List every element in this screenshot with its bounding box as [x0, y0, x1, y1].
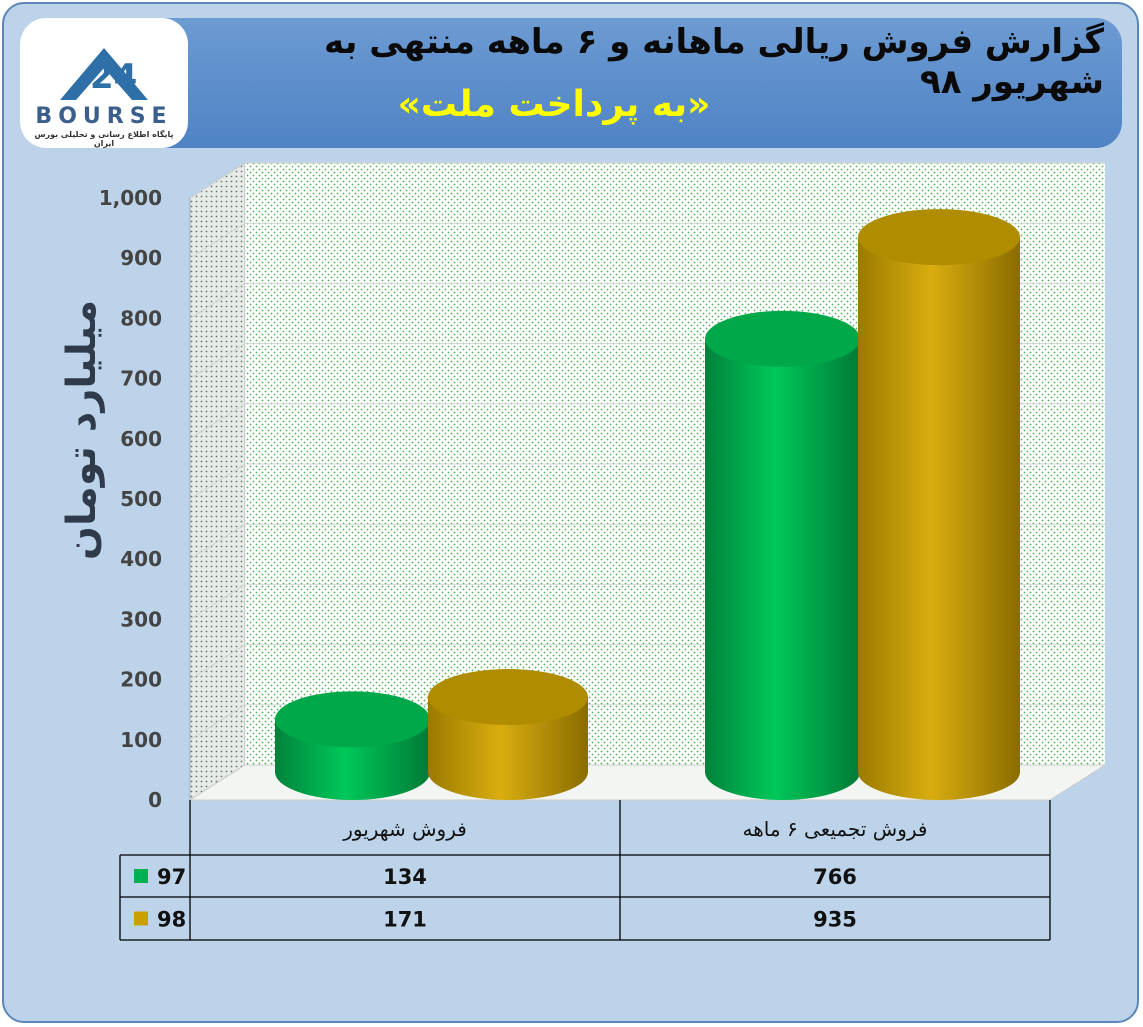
y-tick-label: 300 [120, 607, 162, 631]
gridline-side [189, 523, 246, 560]
gridline-side [189, 162, 246, 199]
x-tick-label: فروش شهریور [342, 817, 467, 841]
legend-label: 97 [157, 865, 186, 889]
y-tick-label: 100 [120, 728, 162, 752]
logo: 24 BOURSE پایگاه اطلاع رسانی و تحلیلی بو… [20, 18, 188, 148]
gridline-side [189, 343, 246, 380]
bar-body [858, 237, 1020, 800]
bars [275, 209, 1020, 801]
gridline-side [189, 222, 246, 259]
data-label: 935 [813, 908, 857, 932]
chart-title: گزارش فروش ریالی ماهانه و ۶ ماهه منتهی ب… [324, 22, 1104, 102]
data-label: 171 [383, 908, 427, 932]
y-tick-label: 900 [120, 246, 162, 270]
gridline-side [189, 403, 246, 440]
x-tick-label: فروش تجمیعی ۶ ماهه [743, 817, 928, 841]
y-tick-label: 800 [120, 306, 162, 330]
y-axis: 0 100 200 300 400 500 600 700 800 900 1,000 [99, 186, 162, 812]
bar [858, 209, 1020, 800]
bar-top [858, 209, 1020, 266]
bar [428, 669, 588, 800]
y-tick-label: 400 [120, 547, 162, 571]
data-label: 766 [813, 865, 857, 889]
bar-body [705, 338, 860, 801]
y-axis-label: میلیارد تومان [59, 300, 105, 560]
gridline-side [189, 583, 246, 620]
y-tick-label: 600 [120, 427, 162, 451]
y-tick-label: 0 [148, 788, 162, 812]
bar [705, 310, 860, 801]
legend-label: 98 [157, 908, 186, 932]
logo-subtext: پایگاه اطلاع رسانی و تحلیلی بورس ایران [34, 130, 174, 148]
gridline-side [189, 282, 246, 319]
gridline-side [189, 704, 246, 741]
data-table: فروش شهریور فروش تجمیعی ۶ ماهه 97 134 766 98 1… [119, 800, 1051, 941]
y-tick-label: 700 [120, 367, 162, 391]
gridline-side [189, 644, 246, 681]
y-tick-label: 500 [120, 487, 162, 511]
logo-number: 24 [90, 57, 137, 97]
y-tick-label: 1,000 [99, 186, 162, 210]
legend-swatch [134, 911, 148, 926]
logo-icon: 24 [60, 48, 148, 100]
bar-top [428, 669, 588, 726]
data-label: 134 [383, 865, 427, 889]
bar-top [705, 310, 860, 367]
chart-subtitle: «به پرداخت ملت» [397, 84, 711, 125]
title-banner [20, 18, 1122, 148]
logo-text: BOURSE [35, 104, 173, 129]
bar-body [428, 697, 588, 800]
legend-swatch [134, 869, 148, 883]
y-tick-label: 200 [120, 668, 162, 692]
bar-top [275, 691, 430, 748]
gridline-side [189, 463, 246, 500]
bar [275, 691, 430, 801]
plot-area [188, 162, 1107, 801]
